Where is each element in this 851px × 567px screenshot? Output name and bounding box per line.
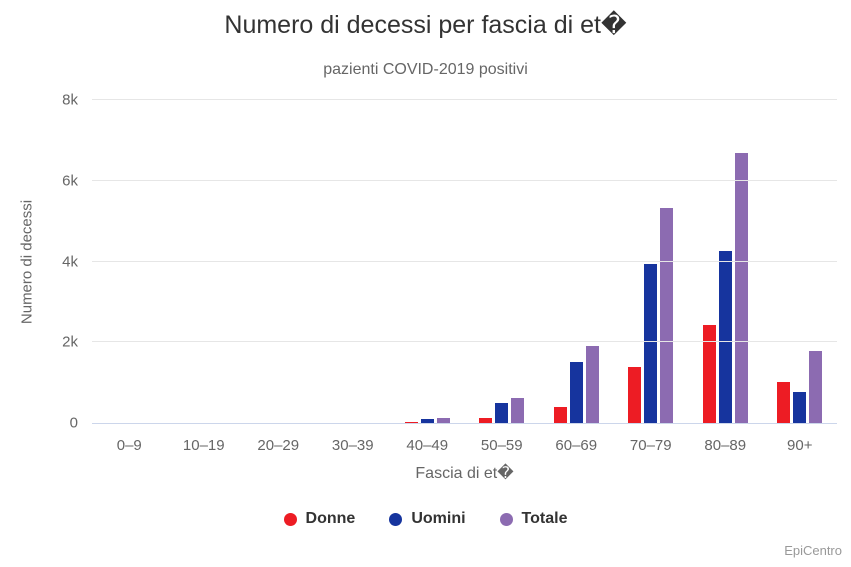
bar-donne [404, 422, 418, 423]
bar-group [92, 100, 167, 423]
bar-group [316, 100, 391, 423]
x-axis-tick-label: 80–89 [704, 437, 747, 454]
bar-uomini [569, 362, 583, 423]
bar-totale [585, 346, 599, 423]
bar-group [241, 100, 316, 423]
bar-totale [511, 397, 525, 423]
y-axis-tick-label: 4k [62, 253, 78, 270]
bar-group [763, 100, 838, 423]
y-axis-tick-label: 6k [62, 172, 78, 190]
gridline [92, 260, 837, 262]
legend-label: Donne [305, 510, 356, 527]
bar-totale [660, 207, 674, 423]
legend-item-donne[interactable]: Donne [283, 510, 356, 528]
x-axis-tick-label: 50–59 [480, 437, 523, 454]
x-axis-tick-label: 30–39 [331, 437, 374, 454]
bar-donne [479, 418, 493, 423]
x-axis-tick-label: 10–19 [182, 437, 225, 454]
legend-marker-uomini [389, 512, 403, 526]
bar-groups [92, 100, 837, 423]
chart-title: Numero di decessi per fascia di et� [224, 11, 627, 39]
legend-marker-donne [283, 512, 297, 526]
bar-uomini [644, 263, 658, 423]
gridline [92, 99, 837, 100]
bar-donne [553, 406, 567, 423]
bar-uomini [718, 251, 732, 423]
plot-area [92, 99, 837, 424]
legend-item-totale[interactable]: Totale [499, 510, 568, 528]
gridline [92, 341, 837, 343]
chart-subtitle: pazienti COVID-2019 positivi [323, 61, 528, 78]
credits-label[interactable]: EpiCentro [784, 543, 842, 558]
y-axis-tick-label: 0 [69, 414, 78, 432]
bar-uomini [420, 418, 434, 423]
bar-donne [702, 324, 716, 423]
bar-group [167, 100, 242, 423]
bar-group [390, 100, 465, 423]
x-axis-labels: 0–9 10–19 20–29 30–39 40–49 50–59 60–69 70–79 80… [92, 437, 837, 454]
x-axis-title: Fascia di et� [415, 465, 514, 482]
bar-donne [777, 381, 791, 423]
legend: Donne Uomini Totale [0, 510, 851, 528]
x-axis-tick-label: 60–69 [555, 437, 598, 454]
bar-uomini [495, 402, 509, 423]
y-axis-tick-label: 2k [62, 333, 78, 351]
x-axis-tick-label: 40–49 [406, 437, 449, 454]
y-axis-labels: 0 2k 4k 6k 8k [0, 92, 78, 432]
gridline [92, 179, 837, 181]
legend-label: Totale [521, 510, 568, 527]
y-axis-tick-label: 8k [62, 91, 78, 109]
x-axis-tick-label: 70–79 [629, 437, 672, 454]
bar-group [465, 100, 540, 423]
legend-label: Uomini [411, 510, 466, 527]
bar-group [614, 100, 689, 423]
bar-group [688, 100, 763, 423]
x-axis-tick-label: 0–9 [116, 437, 142, 454]
bar-group [539, 100, 614, 423]
bar-totale [436, 417, 450, 423]
bar-totale [734, 152, 748, 423]
x-axis-tick-label: 20–29 [257, 437, 300, 454]
x-axis-tick-label: 90+ [787, 437, 813, 454]
legend-item-uomini[interactable]: Uomini [389, 510, 466, 528]
bar-uomini [793, 392, 807, 423]
bar-totale [809, 351, 823, 423]
bar-donne [628, 367, 642, 423]
legend-marker-totale [499, 512, 513, 526]
